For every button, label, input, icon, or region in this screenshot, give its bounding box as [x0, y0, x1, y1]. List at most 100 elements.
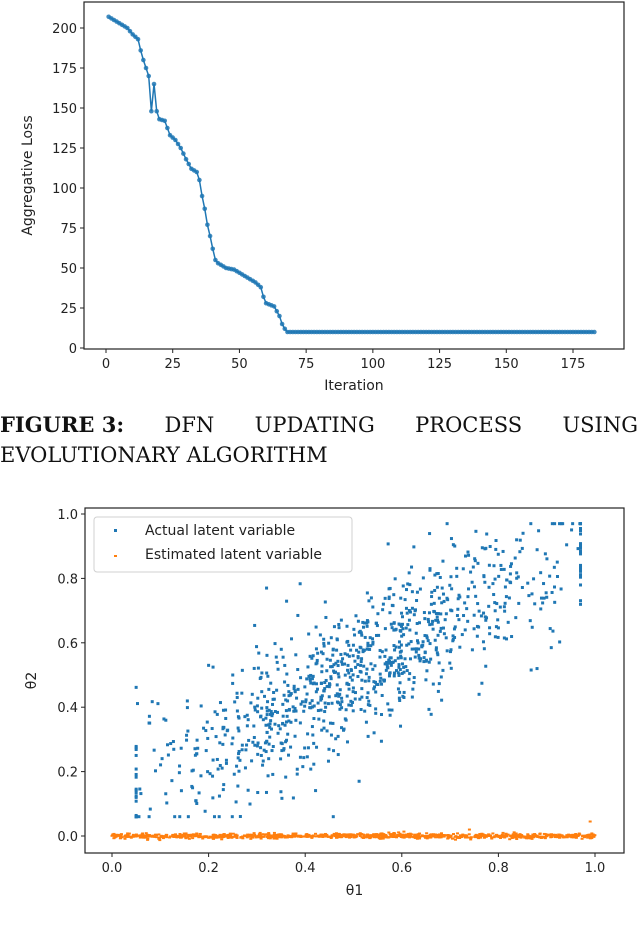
estimated-point: [590, 832, 594, 835]
actual-point: [505, 578, 509, 582]
actual-point: [345, 681, 349, 685]
estimated-point: [392, 833, 396, 836]
actual-point: [449, 575, 453, 579]
actual-point: [240, 743, 244, 747]
actual-point: [527, 594, 531, 598]
estimated-point: [361, 836, 365, 839]
actual-point: [311, 733, 315, 737]
actual-point: [340, 706, 344, 710]
actual-point: [374, 690, 378, 694]
estimated-point: [260, 835, 264, 838]
actual-point: [579, 546, 583, 550]
estimated-point: [362, 834, 366, 837]
actual-point: [338, 703, 342, 707]
actual-point: [320, 728, 324, 732]
actual-point: [275, 660, 279, 664]
actual-point: [393, 659, 397, 663]
estimated-point: [448, 834, 452, 837]
actual-point: [329, 675, 333, 679]
actual-point: [237, 752, 241, 756]
actual-point: [150, 700, 154, 704]
actual-point: [449, 537, 453, 541]
actual-point: [251, 740, 255, 744]
actual-point: [425, 634, 429, 638]
actual-point: [363, 621, 367, 625]
actual-point: [424, 659, 428, 663]
actual-point: [502, 567, 506, 571]
actual-point: [449, 666, 453, 670]
actual-point: [499, 567, 503, 571]
actual-point: [475, 634, 479, 638]
actual-point: [253, 708, 257, 712]
actual-point: [424, 678, 428, 682]
loss-point: [210, 246, 216, 252]
actual-point: [456, 597, 460, 601]
estimated-point: [432, 833, 436, 836]
actual-point: [342, 728, 346, 732]
actual-point: [270, 749, 274, 753]
actual-point: [336, 659, 340, 663]
actual-point: [225, 729, 229, 733]
actual-point: [529, 668, 533, 672]
actual-point: [579, 573, 583, 577]
actual-point: [134, 815, 138, 819]
actual-point: [410, 565, 414, 569]
loss-point: [143, 65, 149, 71]
estimated-point: [141, 836, 145, 839]
actual-point: [452, 627, 456, 631]
actual-point: [336, 753, 340, 757]
actual-point: [444, 636, 448, 640]
actual-point: [312, 704, 316, 708]
actual-point: [332, 663, 336, 667]
loss-point: [207, 233, 213, 239]
estimated-point: [542, 832, 546, 835]
estimated-point: [515, 838, 519, 841]
actual-point: [450, 587, 454, 591]
estimated-point: [301, 835, 305, 838]
actual-point: [286, 683, 290, 687]
estimated-point: [556, 834, 560, 837]
actual-point: [421, 640, 425, 644]
y-tick-label: 100: [52, 182, 77, 197]
actual-point: [530, 592, 534, 596]
estimated-point: [497, 835, 501, 838]
actual-point: [325, 684, 329, 688]
estimated-point: [393, 835, 397, 838]
actual-point: [390, 626, 394, 630]
estimated-point: [329, 835, 333, 838]
actual-point: [265, 709, 269, 713]
actual-point: [331, 815, 335, 819]
actual-point: [405, 643, 409, 647]
actual-point: [246, 718, 250, 722]
actual-point: [356, 663, 360, 667]
estimated-point: [113, 836, 117, 839]
estimated-point: [319, 833, 323, 836]
actual-point: [502, 605, 506, 609]
estimated-point: [380, 833, 384, 836]
actual-point: [579, 568, 583, 572]
actual-point: [307, 632, 311, 636]
actual-point: [237, 729, 241, 733]
actual-point: [270, 714, 274, 718]
actual-point: [221, 788, 225, 792]
estimated-point: [266, 837, 270, 840]
actual-point: [213, 710, 217, 714]
caption-word: PROCESS: [415, 413, 523, 437]
actual-point: [579, 563, 583, 567]
actual-point: [292, 684, 296, 688]
estimated-point: [582, 836, 586, 839]
actual-point: [306, 665, 310, 669]
estimated-point: [413, 833, 417, 836]
actual-point: [299, 702, 303, 706]
actual-point: [291, 705, 295, 709]
y-tick-label: 150: [52, 102, 77, 117]
actual-point: [493, 635, 497, 639]
actual-point: [177, 771, 181, 775]
actual-point: [314, 647, 318, 651]
estimated-point: [434, 836, 438, 839]
actual-point: [555, 575, 559, 579]
actual-point: [308, 654, 312, 658]
actual-point: [353, 697, 357, 701]
actual-point: [551, 629, 555, 633]
actual-point: [392, 593, 396, 597]
